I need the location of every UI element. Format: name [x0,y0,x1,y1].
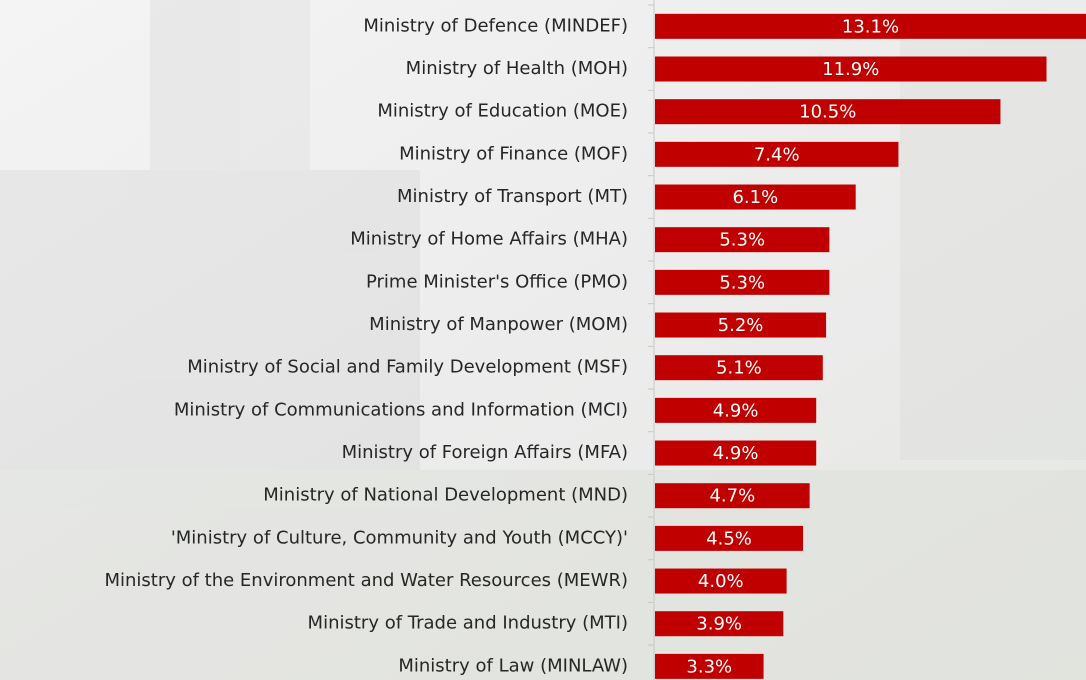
category-label: Ministry of Education (MOE) [377,101,628,122]
value-label: 7.4% [754,144,800,165]
bar [655,227,830,253]
category-label: Ministry of National Development (MND) [263,485,628,506]
bar [655,611,784,637]
value-label: 4.0% [698,571,744,592]
category-label: Ministry of Social and Family Developmen… [187,357,628,378]
category-label: Ministry of Law (MINLAW) [398,655,628,676]
value-label: 11.9% [822,59,879,80]
value-label: 5.2% [718,315,764,336]
category-label: Ministry of Manpower (MOM) [369,314,628,335]
bar [655,312,827,338]
category-label: Ministry of Foreign Affairs (MFA) [342,442,628,463]
value-label: 6.1% [732,187,778,208]
value-label: 4.9% [713,400,759,421]
bar [655,269,830,295]
value-label: 13.1% [842,16,899,37]
value-label: 4.9% [713,443,759,464]
category-label: Ministry of Home Affairs (MHA) [350,229,628,250]
category-label: Ministry of Finance (MOF) [399,143,628,164]
value-label: 10.5% [799,102,856,123]
bar [655,525,804,551]
bar [655,653,764,679]
bar [655,56,1047,82]
value-label: 4.5% [706,528,752,549]
bar [655,483,810,509]
value-label: 5.3% [719,272,765,293]
category-label: 'Ministry of Culture, Community and Yout… [171,527,628,548]
bar [655,568,787,594]
category-label: Ministry of Communications and Informati… [174,399,628,420]
value-label: 3.3% [686,656,732,677]
category-label: Ministry of Trade and Industry (MTI) [308,613,628,634]
bar [655,141,899,167]
category-label: Ministry of the Environment and Water Re… [104,570,628,591]
bar [655,13,1086,39]
bar [655,397,817,423]
bar [655,355,823,381]
value-label: 5.3% [719,230,765,251]
bar [655,184,856,210]
value-label: 4.7% [709,486,755,507]
category-label: Ministry of Health (MOH) [406,58,628,79]
bar [655,99,1001,125]
category-label: Ministry of Transport (MT) [397,186,628,207]
value-label: 5.1% [716,358,762,379]
category-label: Ministry of Defence (MINDEF) [363,15,628,36]
value-label: 3.9% [696,614,742,635]
category-label: Prime Minister's Office (PMO) [366,271,628,292]
bar [655,440,817,466]
